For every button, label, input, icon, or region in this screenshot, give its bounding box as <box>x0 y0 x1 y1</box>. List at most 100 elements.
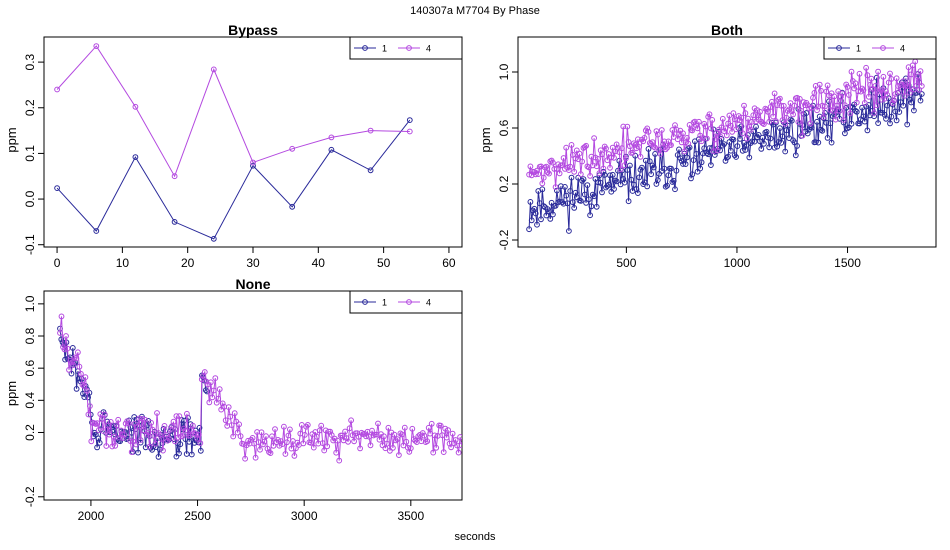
data-point-1 <box>710 126 717 133</box>
data-point-4 <box>918 83 925 89</box>
data-point-4 <box>307 439 314 446</box>
data-point-4 <box>868 75 875 82</box>
data-point-1 <box>723 154 730 161</box>
data-point-4 <box>759 120 766 127</box>
data-point-4 <box>457 434 462 440</box>
data-point-1 <box>563 192 570 199</box>
data-point-4 <box>285 432 292 439</box>
data-point-4 <box>860 87 867 93</box>
data-point-1 <box>711 152 718 158</box>
data-point-1 <box>601 172 608 178</box>
y-tick-label: 0.1 <box>23 145 37 162</box>
data-point-1 <box>571 205 578 211</box>
data-point-1 <box>755 132 762 138</box>
x-tick-label: 40 <box>312 256 326 270</box>
data-point-4 <box>899 82 905 88</box>
data-point-4 <box>182 427 189 434</box>
data-point-1 <box>569 199 576 206</box>
data-point-4 <box>255 439 262 446</box>
data-point-4 <box>275 437 281 443</box>
data-point-4 <box>824 82 831 89</box>
data-point-4 <box>875 68 881 75</box>
y-axis-label: ppm <box>4 127 19 152</box>
data-point-1 <box>897 99 904 105</box>
data-point-4 <box>452 437 459 443</box>
data-point-4 <box>318 422 325 429</box>
data-point-4 <box>770 113 777 120</box>
data-point-4 <box>425 424 432 431</box>
data-point-4 <box>139 415 146 422</box>
data-point-4 <box>81 383 87 389</box>
data-point-1 <box>566 228 572 234</box>
data-point-4 <box>230 433 237 440</box>
panel-title: Both <box>711 22 743 38</box>
data-point-1 <box>818 126 824 133</box>
data-point-4 <box>66 367 72 373</box>
data-point-1 <box>670 177 677 184</box>
data-point-4 <box>58 313 65 320</box>
data-point-1 <box>792 152 799 159</box>
x-tick-label: 0 <box>54 256 61 270</box>
data-point-1 <box>624 167 631 173</box>
data-point-4 <box>128 449 135 456</box>
data-point-1 <box>873 74 880 81</box>
data-point-4 <box>576 150 583 157</box>
data-point-4 <box>742 110 749 117</box>
data-point-4 <box>79 381 86 388</box>
data-point-4 <box>133 441 140 448</box>
data-point-4 <box>260 441 266 448</box>
data-point-4 <box>210 387 217 394</box>
data-point-4 <box>887 70 893 77</box>
data-point-4 <box>884 92 891 98</box>
data-point-4 <box>345 438 352 445</box>
data-point-1 <box>665 172 672 179</box>
y-tick-label: -0.2 <box>497 229 511 250</box>
data-point-1 <box>689 171 696 178</box>
data-point-4 <box>551 166 558 172</box>
x-tick-label: 3500 <box>397 509 424 523</box>
data-point-4 <box>385 424 392 431</box>
data-point-4 <box>301 432 308 438</box>
data-point-4 <box>151 433 157 439</box>
data-point-1 <box>686 144 693 151</box>
data-point-4 <box>439 432 446 439</box>
data-point-4 <box>267 450 274 457</box>
data-point-1 <box>197 447 204 454</box>
data-point-1 <box>132 154 139 161</box>
data-point-4 <box>534 167 540 174</box>
data-point-4 <box>694 125 701 132</box>
data-point-4 <box>765 108 771 115</box>
data-point-4 <box>788 108 795 114</box>
data-point-4 <box>242 455 249 462</box>
data-point-1 <box>547 216 554 222</box>
data-point-1 <box>611 186 617 192</box>
data-point-4 <box>550 159 556 166</box>
data-point-4 <box>358 429 365 436</box>
data-point-4 <box>657 151 664 157</box>
data-point-4 <box>409 425 416 432</box>
data-point-4 <box>834 102 840 109</box>
data-point-4 <box>731 116 738 123</box>
data-point-4 <box>769 98 775 105</box>
data-point-4 <box>767 104 774 110</box>
series-line-1 <box>56 119 411 240</box>
data-point-1 <box>177 441 184 448</box>
data-point-4 <box>777 95 783 102</box>
data-point-4 <box>706 111 713 118</box>
data-point-4 <box>116 434 123 441</box>
data-point-4 <box>680 130 686 137</box>
data-point-1 <box>778 139 785 146</box>
y-tick-label: 0.4 <box>23 392 37 409</box>
legend-marker-1 <box>836 45 842 51</box>
data-point-4 <box>611 154 617 161</box>
data-point-4 <box>328 432 335 438</box>
data-point-4 <box>617 166 624 173</box>
data-point-4 <box>210 66 217 73</box>
data-point-4 <box>581 144 588 150</box>
data-point-4 <box>228 422 235 429</box>
series-line-4 <box>528 61 923 188</box>
data-point-4 <box>403 438 410 445</box>
data-point-4 <box>367 442 374 449</box>
data-point-4 <box>145 429 152 436</box>
data-point-1 <box>567 188 574 194</box>
